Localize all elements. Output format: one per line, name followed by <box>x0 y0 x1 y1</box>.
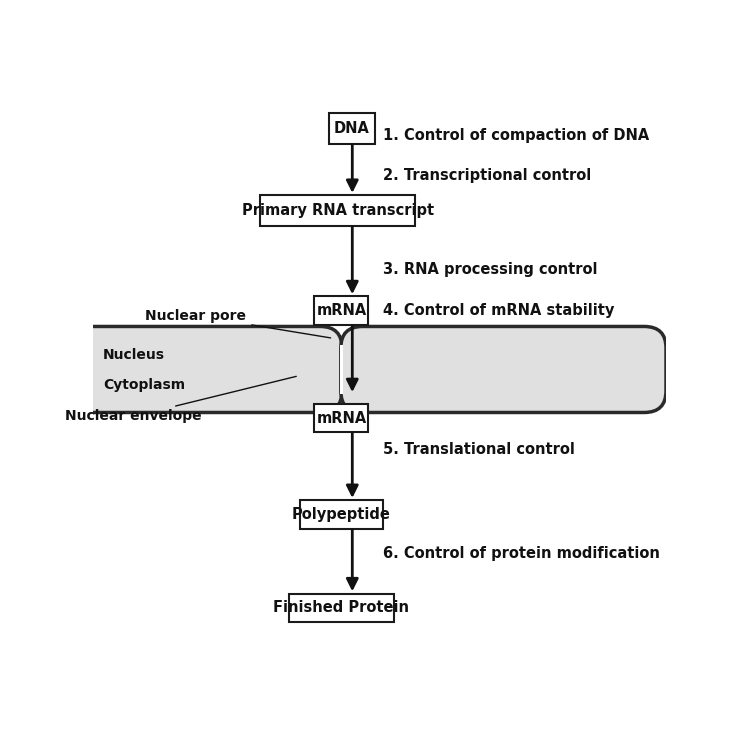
FancyBboxPatch shape <box>300 501 383 528</box>
FancyBboxPatch shape <box>341 326 666 412</box>
Text: mRNA: mRNA <box>316 303 366 318</box>
FancyBboxPatch shape <box>289 594 394 622</box>
Text: 2. Transcriptional control: 2. Transcriptional control <box>383 168 591 184</box>
Text: Nuclear pore: Nuclear pore <box>145 309 331 338</box>
Text: Nuclear envelope: Nuclear envelope <box>65 376 296 423</box>
Text: 6. Control of protein modification: 6. Control of protein modification <box>383 546 660 561</box>
Text: Cytoplasm: Cytoplasm <box>103 379 185 392</box>
Text: Nucleus: Nucleus <box>103 348 165 362</box>
Text: 4. Control of mRNA stability: 4. Control of mRNA stability <box>383 303 615 318</box>
FancyBboxPatch shape <box>329 113 375 143</box>
Text: 1. Control of compaction of DNA: 1. Control of compaction of DNA <box>383 128 650 143</box>
FancyBboxPatch shape <box>260 196 415 226</box>
Text: Primary RNA transcript: Primary RNA transcript <box>241 203 434 218</box>
Text: Polypeptide: Polypeptide <box>292 507 391 522</box>
FancyBboxPatch shape <box>314 404 369 432</box>
Text: mRNA: mRNA <box>316 411 366 426</box>
FancyBboxPatch shape <box>314 296 369 325</box>
Text: DNA: DNA <box>334 121 370 136</box>
Text: Finished Protein: Finished Protein <box>273 600 409 615</box>
Bar <box>340 345 343 394</box>
Text: 5. Translational control: 5. Translational control <box>383 442 575 456</box>
FancyBboxPatch shape <box>71 326 342 412</box>
Text: 3. RNA processing control: 3. RNA processing control <box>383 262 598 277</box>
